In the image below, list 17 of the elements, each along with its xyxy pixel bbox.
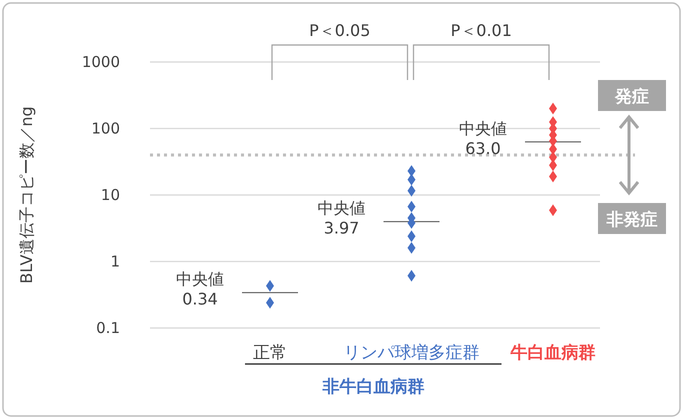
y-axis-title: BLV遺伝子コピー数／ng xyxy=(17,106,36,284)
text: 非牛白血病群 xyxy=(321,377,424,397)
text: P＜0.05 xyxy=(309,21,370,40)
y-tick-label: 1 xyxy=(110,252,120,270)
x-tick-label: 正常 xyxy=(253,343,287,364)
y-tick-label: 0.1 xyxy=(96,318,120,337)
text: P＜0.01 xyxy=(450,21,512,40)
annotation: 中央値 0.34 xyxy=(176,270,224,309)
annotation: 中央値 63.0 xyxy=(459,118,507,158)
x-tick-label: リンパ球増多症群 xyxy=(344,343,480,364)
text: 発症 xyxy=(614,87,649,107)
y-tick-label: 10 xyxy=(100,186,120,204)
y-tick-label: 100 xyxy=(91,119,120,138)
annotation: 中央値 3.97 xyxy=(318,198,366,238)
x-tick-label: 牛白血病群 xyxy=(510,343,596,364)
text: 非発症 xyxy=(606,210,658,230)
y-tick-label: 1000 xyxy=(82,52,120,71)
